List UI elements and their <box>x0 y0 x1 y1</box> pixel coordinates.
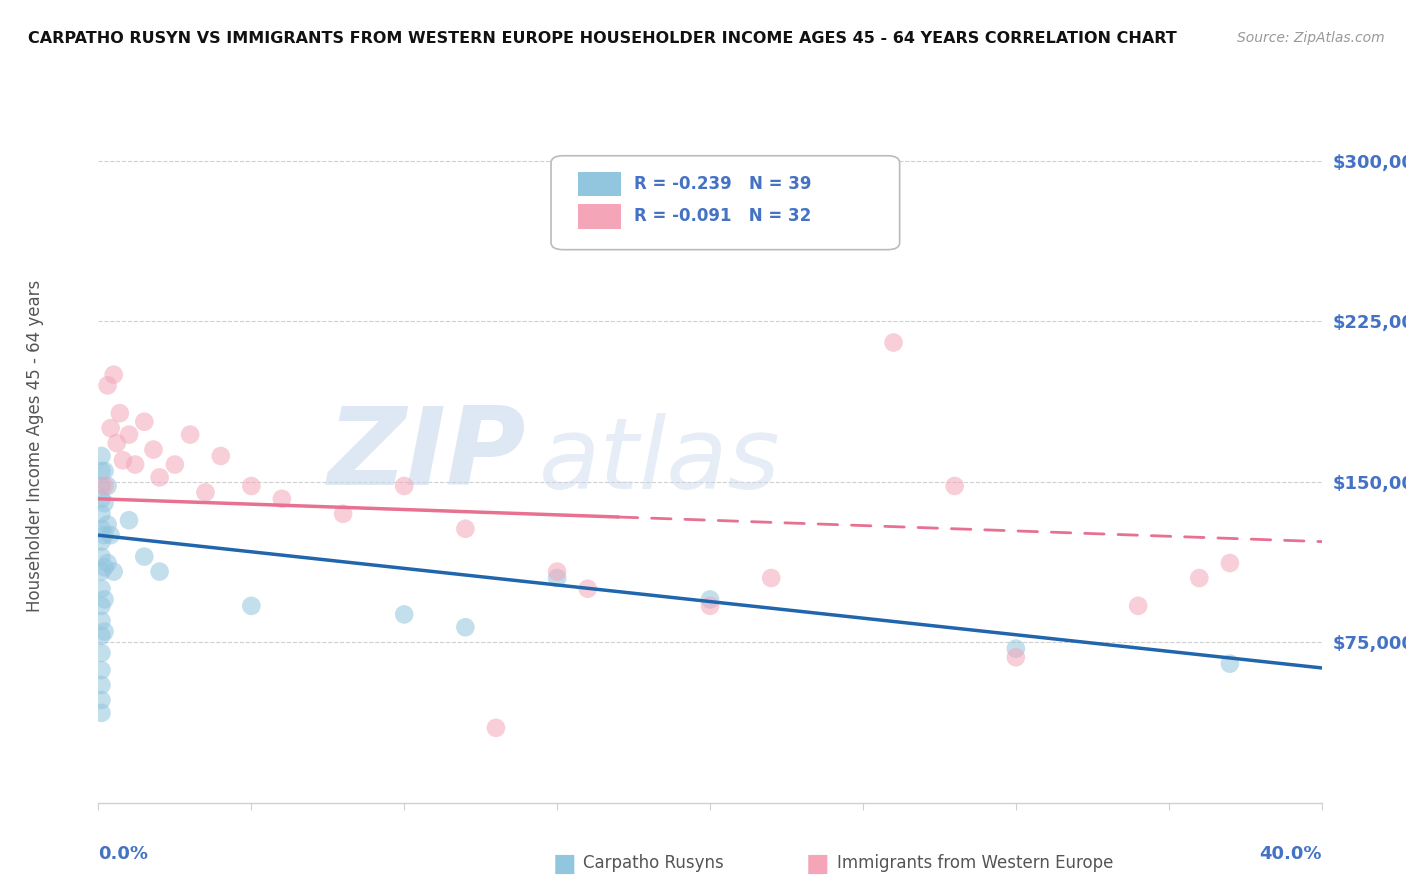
Point <box>332 507 354 521</box>
Point <box>194 485 217 500</box>
Text: CARPATHO RUSYN VS IMMIGRANTS FROM WESTERN EUROPE HOUSEHOLDER INCOME AGES 45 - 64: CARPATHO RUSYN VS IMMIGRANTS FROM WESTER… <box>28 31 1177 46</box>
Text: ■: ■ <box>553 852 576 875</box>
Point <box>1128 599 1150 613</box>
Point <box>1219 657 1241 671</box>
Text: Householder Income Ages 45 - 64 years: Householder Income Ages 45 - 64 years <box>27 280 44 612</box>
Text: 40.0%: 40.0% <box>1260 845 1322 863</box>
Point <box>1188 571 1211 585</box>
Text: R = -0.091   N = 32: R = -0.091 N = 32 <box>634 207 811 226</box>
Point <box>90 629 112 643</box>
Point <box>93 528 115 542</box>
Point <box>90 534 112 549</box>
Point <box>943 479 966 493</box>
Point <box>97 517 120 532</box>
Point <box>1004 650 1026 665</box>
Point <box>90 706 112 720</box>
Point <box>392 607 416 622</box>
Point <box>93 479 115 493</box>
Point <box>100 528 122 542</box>
Point <box>103 368 125 382</box>
Point <box>1219 556 1241 570</box>
Point <box>546 571 568 585</box>
Text: ■: ■ <box>806 852 830 875</box>
Point <box>142 442 165 457</box>
Point <box>90 582 112 596</box>
Point <box>118 427 141 442</box>
Point <box>90 663 112 677</box>
Point <box>454 620 477 634</box>
Point <box>90 678 112 692</box>
Point <box>163 458 186 472</box>
Point <box>90 693 112 707</box>
Point <box>90 646 112 660</box>
Point <box>97 556 120 570</box>
Point <box>93 624 115 639</box>
Point <box>134 415 156 429</box>
Point <box>103 565 125 579</box>
Point <box>240 599 263 613</box>
Point <box>270 491 292 506</box>
Point <box>90 565 112 579</box>
Point <box>93 496 115 510</box>
Point <box>392 479 416 493</box>
Point <box>240 479 263 493</box>
Point <box>179 427 201 442</box>
Point <box>90 491 112 506</box>
Point <box>759 571 782 585</box>
Point <box>546 565 568 579</box>
Text: R = -0.239   N = 39: R = -0.239 N = 39 <box>634 175 811 193</box>
Point <box>111 453 134 467</box>
Text: 0.0%: 0.0% <box>98 845 149 863</box>
Point <box>576 582 599 596</box>
Point <box>108 406 131 420</box>
Point <box>90 614 112 628</box>
Point <box>149 565 172 579</box>
Text: Carpatho Rusyns: Carpatho Rusyns <box>583 855 724 872</box>
Point <box>90 549 112 564</box>
Bar <box>578 172 620 196</box>
Point <box>93 592 115 607</box>
Point <box>93 560 115 574</box>
Point <box>90 507 112 521</box>
Text: ZIP: ZIP <box>328 402 526 508</box>
Point <box>1004 641 1026 656</box>
Text: atlas: atlas <box>538 413 780 510</box>
Point <box>100 421 122 435</box>
Point <box>118 513 141 527</box>
Point <box>134 549 156 564</box>
Point <box>90 464 112 478</box>
Point <box>97 378 120 392</box>
Point <box>90 479 112 493</box>
Point <box>149 470 172 484</box>
Point <box>209 449 232 463</box>
Point <box>90 522 112 536</box>
Bar <box>578 204 620 228</box>
Point <box>124 458 146 472</box>
Text: Immigrants from Western Europe: Immigrants from Western Europe <box>837 855 1114 872</box>
Point <box>93 464 115 478</box>
Point <box>90 599 112 613</box>
Point <box>699 592 721 607</box>
Text: Source: ZipAtlas.com: Source: ZipAtlas.com <box>1237 31 1385 45</box>
Point <box>883 335 905 350</box>
Point <box>699 599 721 613</box>
Point <box>105 436 128 450</box>
FancyBboxPatch shape <box>551 156 900 250</box>
Point <box>485 721 508 735</box>
Point <box>454 522 477 536</box>
Point <box>97 479 120 493</box>
Point <box>90 449 112 463</box>
